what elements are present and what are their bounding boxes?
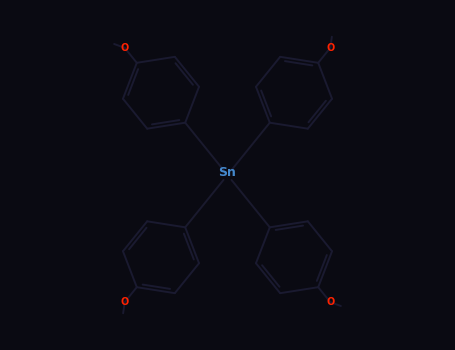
Text: O: O [326, 297, 334, 307]
Text: O: O [121, 297, 129, 307]
Text: Sn: Sn [218, 166, 237, 179]
Text: O: O [121, 43, 129, 53]
Text: O: O [326, 43, 334, 53]
